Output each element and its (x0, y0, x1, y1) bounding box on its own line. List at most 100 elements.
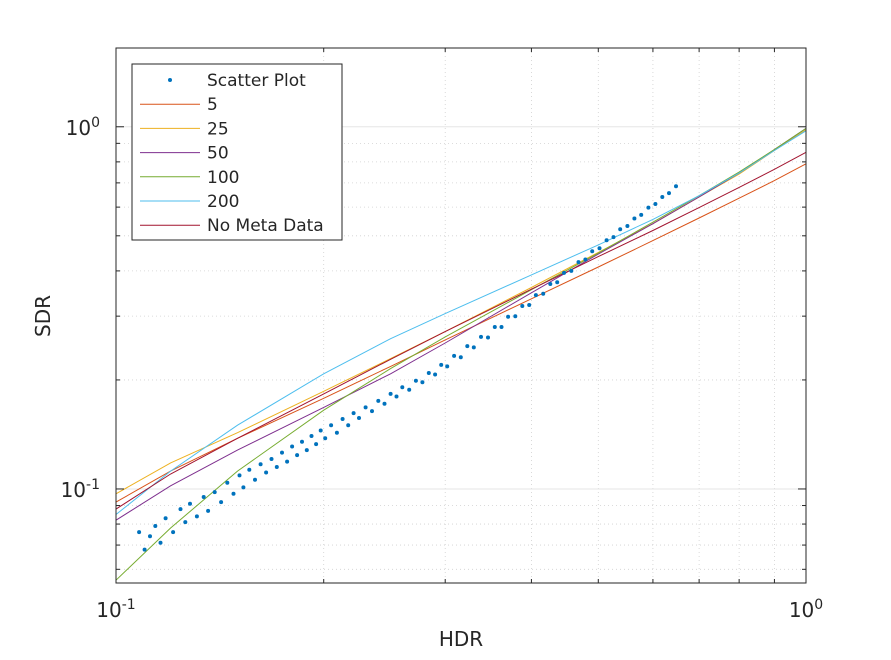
scatter-point (351, 411, 356, 416)
scatter-point (576, 260, 581, 265)
series-line-25 (115, 129, 807, 495)
scatter-point (370, 409, 374, 414)
scatter-point (183, 520, 188, 525)
legend-label-50: 50 (207, 144, 229, 164)
scatter-point (363, 405, 368, 410)
legend-label-200: 200 (207, 192, 239, 212)
scatter-point (520, 304, 525, 308)
scatter-point (258, 462, 263, 467)
series-layer (115, 127, 807, 581)
scatter-point (618, 227, 623, 232)
scatter-point (400, 385, 405, 390)
scatter-point (274, 465, 279, 469)
scatter-point (667, 191, 671, 196)
scatter-point (237, 473, 242, 478)
scatter-point (597, 246, 602, 251)
scatter-layer (137, 184, 678, 552)
scatter-point (452, 353, 457, 358)
scatter-point (533, 293, 538, 298)
legend-box (131, 63, 343, 241)
scatter-point (247, 467, 252, 472)
scatter-point (158, 540, 163, 545)
scatter-point (465, 344, 470, 349)
scatter-point (225, 480, 230, 485)
y-axis-label: SDR (31, 295, 55, 337)
scatter-point (625, 224, 630, 228)
scatter-point (492, 325, 497, 329)
scatter-point (439, 362, 444, 367)
legend-label-scatter-plot: Scatter Plot (207, 71, 306, 91)
scatter-point (433, 372, 438, 377)
scatter-point (309, 434, 314, 438)
scatter-point (241, 485, 246, 490)
legend-items: Scatter Plot 5 25 50 100 200 No Meta Data (140, 71, 324, 236)
scatter-point (153, 524, 158, 528)
scatter-point (413, 378, 418, 383)
x-axis-label: HDR (439, 627, 483, 651)
scatter-point (314, 442, 319, 447)
scatter-point (137, 530, 142, 535)
scatter-point (300, 439, 304, 444)
scatter-point (486, 335, 490, 340)
scatter-point (479, 334, 483, 339)
scatter-point (499, 325, 504, 329)
legend-label-5: 5 (207, 95, 218, 115)
scatter-point (280, 450, 284, 455)
scatter-point (264, 470, 269, 475)
scatter-point (163, 516, 168, 521)
scatter-point (285, 459, 290, 464)
scatter-point (219, 500, 224, 505)
scatter-point (142, 547, 147, 552)
scatter-point (334, 430, 339, 435)
scatter-point (171, 530, 176, 535)
legend-label-no-meta-data: No Meta Data (207, 216, 324, 236)
scatter-point (194, 514, 199, 519)
scatter-point (445, 364, 450, 369)
scatter-point (206, 508, 211, 513)
scatter-point (394, 394, 399, 399)
tick-layer (116, 48, 806, 583)
scatter-point (590, 249, 595, 254)
scatter-point (382, 401, 387, 406)
scatter-point (555, 280, 560, 285)
y-tick-label: 10-1 (61, 477, 100, 502)
series-line-no-meta-data (115, 151, 807, 510)
scatter-point (583, 257, 588, 262)
scatter-point (376, 398, 381, 403)
scatter-point (653, 202, 658, 206)
x-tick-label: 10-1 (96, 597, 135, 622)
scatter-point (458, 355, 463, 360)
scatter-point (632, 216, 637, 221)
scatter-point (420, 380, 425, 385)
scatter-point (604, 238, 609, 243)
legend-label-25: 25 (207, 119, 229, 139)
legend-marker-scatter-plot (168, 78, 172, 82)
scatter-point (660, 195, 665, 199)
series-line-200 (115, 130, 807, 515)
scatter-point (201, 495, 206, 499)
y-tick-label: 100 (66, 115, 100, 140)
scatter-point (212, 490, 217, 495)
scatter-point (148, 534, 152, 539)
scatter-point (340, 417, 345, 421)
scatter-point (674, 184, 678, 189)
tick-label-layer: 10-1 100 10-1 100 (61, 115, 824, 622)
legend-label-100: 100 (207, 168, 239, 188)
scatter-point (562, 270, 566, 275)
scatter-point (407, 387, 412, 392)
scatter-point (611, 235, 616, 240)
scatter-point (388, 391, 393, 396)
scatter-point (188, 501, 192, 506)
scatter-point (323, 436, 328, 441)
scatter-point (639, 212, 644, 217)
scatter-point (541, 291, 546, 296)
scatter-point (548, 282, 553, 286)
legend: Scatter Plot 5 25 50 100 200 No Meta Data (131, 63, 343, 241)
scatter-point (290, 444, 295, 449)
scatter-point (231, 491, 236, 496)
scatter-point (304, 448, 309, 453)
x-tick-label: 100 (789, 597, 823, 622)
scatter-point (513, 314, 518, 319)
scatter-point (346, 423, 351, 428)
